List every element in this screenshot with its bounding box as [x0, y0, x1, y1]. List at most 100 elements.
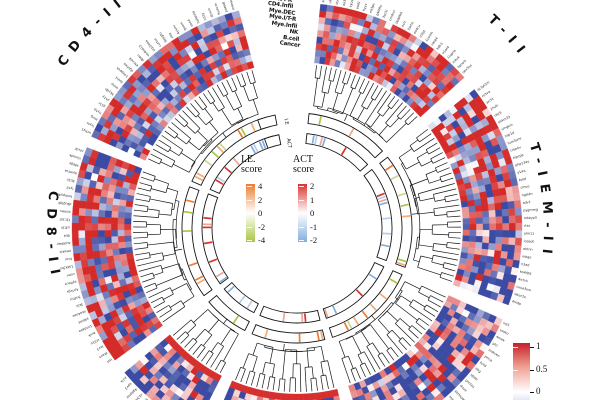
gene-label: ntv3t — [74, 146, 84, 153]
gene-label: kkydh — [104, 87, 114, 96]
heatmap-cell — [78, 222, 86, 231]
heat-colorbar: 1 0.5 0 — [505, 336, 575, 400]
heatmap-cell — [71, 222, 79, 231]
ie-score-legend: I.E. score 4 2 0 -2 -4 — [241, 155, 301, 250]
gene-label: sinkeu — [60, 209, 71, 214]
gene-label: ocrt — [400, 20, 407, 28]
track-tick — [402, 215, 411, 218]
heatmap-cell — [112, 198, 121, 206]
heatmap-cell — [92, 243, 100, 252]
heatmap-cell — [506, 251, 515, 261]
scale-tick-label: -2 — [258, 221, 266, 232]
gene-label: kktmpac — [454, 389, 467, 400]
heatmap-cell — [105, 242, 113, 250]
gene-label: clop4v — [510, 145, 522, 152]
heatmap-cell — [508, 230, 516, 239]
gene-label: ulmn — [328, 0, 333, 4]
gene-label: skdd4th — [394, 11, 403, 25]
scale-tick-dash — [247, 213, 252, 214]
colorbar-inner-dash — [513, 369, 518, 371]
heatmap-cell — [325, 11, 334, 20]
heatmap-cell — [72, 207, 80, 216]
heatmap-cell — [472, 192, 481, 201]
heatmap-cell — [85, 237, 93, 245]
gene-label: 1iapna — [446, 49, 456, 60]
heatmap-cell — [126, 252, 134, 260]
act-score-title: ACT score — [293, 154, 315, 175]
heatmap-cell — [104, 236, 113, 244]
heatmap-cell — [486, 196, 495, 205]
act-score-legend: ACT score 2 1 0 -1 -2 — [293, 155, 353, 250]
heatmap-cell — [274, 392, 282, 400]
gene-label: ydpvid — [78, 317, 90, 325]
gene-label: vyus — [349, 0, 355, 8]
heatmap-cell — [487, 203, 496, 211]
track-tick — [227, 285, 235, 293]
scale-tick-label: 0 — [258, 208, 263, 218]
heatmap-cell — [479, 191, 488, 200]
scale-tick-label: 0 — [310, 208, 315, 218]
heatmap-cell — [78, 215, 86, 224]
heatmap-cell — [315, 43, 323, 51]
heatmap-cell — [93, 257, 102, 266]
gene-label: uata4 — [430, 36, 439, 46]
gene-label: ekcndk — [128, 56, 139, 67]
heatmap-cell — [91, 223, 99, 231]
track-tick — [316, 331, 320, 341]
heatmap-cell — [500, 201, 509, 210]
heatmap-cell — [73, 252, 82, 262]
heatmap-cell — [488, 236, 496, 244]
track-start-box — [263, 134, 282, 149]
heatmap-cell — [124, 229, 132, 236]
track-tick — [216, 145, 224, 153]
heatmap-cell — [309, 392, 316, 400]
gene-label: ro3va — [481, 90, 491, 99]
heatmap-cell — [467, 199, 475, 207]
heatmap-cell — [133, 165, 143, 175]
heatmap-cell — [112, 248, 121, 256]
scale-tick-label: -4 — [258, 235, 266, 245]
heatmap-cell — [461, 206, 470, 214]
track-tick — [250, 145, 256, 154]
heatmap-cell — [468, 205, 476, 213]
gene-label: yh1y — [101, 94, 110, 102]
heatmap-cell — [79, 251, 88, 261]
heatmap-sector-t-ii — [314, 4, 465, 118]
scale-tick-label: 4 — [258, 181, 263, 191]
gene-label: hpnols — [456, 59, 467, 70]
gene-label: 4mek — [495, 335, 505, 343]
track-tick — [385, 164, 394, 171]
heatmap-sector-cd4-ii — [91, 10, 255, 161]
colorbar-tick-label: 0 — [536, 386, 541, 396]
gene-label: cm4ccl — [388, 9, 396, 21]
track-segment — [181, 186, 213, 297]
heatmap-cell — [118, 247, 127, 255]
heatmap-cell — [488, 216, 496, 224]
gene-label: dpeu — [136, 53, 145, 62]
track-tick — [369, 303, 377, 311]
gene-label: ttnh1 — [114, 75, 123, 84]
heatmap-cell — [118, 205, 126, 213]
heatmap-cell — [501, 230, 510, 238]
heatmap-cell — [507, 200, 515, 210]
heatmap-cell — [462, 212, 470, 219]
track-tick — [217, 176, 226, 183]
gene-label: lvym — [86, 121, 95, 128]
heatmap-cell — [105, 203, 113, 212]
gene-label: nle3i — [494, 110, 503, 117]
gene-label: alm11 — [524, 231, 534, 235]
heatmap-cell — [78, 207, 87, 216]
gene-label: y1iks — [517, 169, 527, 175]
scale-tick-label: 2 — [310, 181, 315, 191]
track-tick — [237, 129, 244, 138]
heatmap-cell — [481, 204, 489, 212]
heatmap-cell — [492, 256, 501, 266]
heatmap-cell — [468, 241, 476, 249]
heatmap-cell — [474, 241, 483, 250]
gene-label: poesdi — [221, 1, 228, 13]
track-tick — [232, 157, 240, 166]
gene-label: mskven — [488, 348, 501, 358]
colorbar-inner-dash — [513, 392, 518, 393]
gene-label: mkkyp3 — [524, 216, 537, 220]
heatmap-cell — [297, 393, 305, 400]
